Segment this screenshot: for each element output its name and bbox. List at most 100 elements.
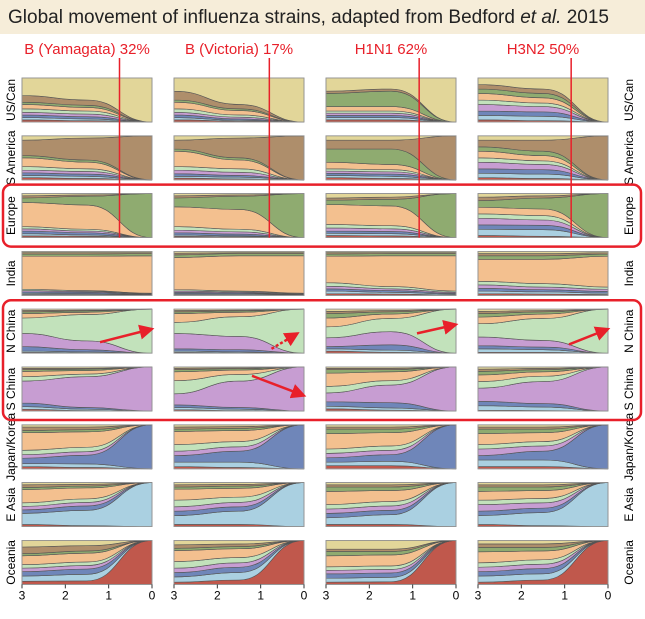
panel: [21, 135, 153, 181]
panel-border: [477, 193, 609, 239]
x-tick-label: 1: [561, 589, 568, 603]
panel: [477, 482, 609, 528]
row-label: Europe: [622, 196, 636, 235]
arrow: [251, 374, 307, 399]
panel: [325, 193, 457, 239]
x-tick-label: 2: [518, 589, 525, 603]
row-label: N China: [4, 309, 18, 353]
panel: [21, 424, 153, 470]
x-tick-label: 2: [366, 589, 373, 603]
panel-border: [173, 193, 305, 239]
panel-border: [325, 77, 457, 123]
panel-border: [173, 77, 305, 123]
column-title: H1N1 62%: [355, 41, 428, 58]
row-label: US/Can: [4, 79, 18, 121]
x-tick-label: 1: [105, 589, 112, 603]
title-text: 2015: [561, 7, 609, 28]
panel: [477, 366, 609, 412]
row-label: S America: [622, 130, 636, 185]
arrow: [99, 324, 155, 344]
panel-border: [173, 482, 305, 528]
panel: [173, 540, 305, 585]
panel-border: [325, 250, 457, 296]
panel: [325, 540, 457, 585]
panel-border: [21, 540, 153, 585]
panel: [173, 135, 305, 181]
row-label: E Asia: [622, 487, 636, 521]
panel: [325, 308, 457, 354]
x-tick-label: 2: [214, 589, 221, 603]
panel-border: [325, 540, 457, 585]
column-title: B (Victoria) 17%: [185, 41, 293, 58]
panel: [477, 424, 609, 470]
x-tick-label: 1: [257, 589, 264, 603]
row-label: Oceania: [4, 540, 18, 585]
x-tick-label: 0: [453, 589, 460, 603]
panel: [173, 424, 305, 470]
panel-border: [477, 250, 609, 296]
panel: [173, 250, 305, 296]
panel-border: [477, 482, 609, 528]
column-title: H3N2 50%: [507, 41, 580, 58]
panel: [325, 135, 457, 181]
panel: [21, 250, 153, 296]
panel-border: [173, 540, 305, 585]
panel-border: [173, 135, 305, 181]
panel-border: [477, 366, 609, 412]
figure-title: Global movement of influenza strains, ad…: [8, 7, 609, 28]
panel-border: [325, 193, 457, 239]
panel-border: [325, 424, 457, 470]
row-label: S China: [4, 367, 18, 410]
column-title: B (Yamagata) 32%: [24, 41, 150, 58]
row-label: S China: [622, 367, 636, 410]
panel-border: [477, 424, 609, 470]
panel: [21, 308, 153, 354]
row-label: Oceania: [622, 540, 636, 585]
title-emphasis: et al.: [520, 7, 561, 28]
panel: [173, 366, 305, 412]
panel: [21, 193, 153, 239]
panel-border: [173, 250, 305, 296]
row-label: India: [622, 260, 636, 286]
panel: [173, 193, 305, 239]
panel: [477, 308, 609, 354]
row-label: Japan/Korea: [622, 412, 636, 480]
panel-border: [21, 77, 153, 123]
stream-layer: [173, 255, 305, 294]
arrow: [270, 332, 300, 350]
panel: [21, 482, 153, 528]
panel-border: [477, 540, 609, 585]
title-text: Global movement of influenza strains, ad…: [8, 7, 520, 28]
panel: [477, 135, 609, 181]
x-tick-label: 3: [19, 589, 26, 603]
x-tick-label: 1: [409, 589, 416, 603]
arrow: [416, 320, 459, 335]
panel-border: [325, 366, 457, 412]
panel: [325, 250, 457, 296]
panel: [325, 366, 457, 412]
panel: [21, 366, 153, 412]
x-tick-label: 0: [605, 589, 612, 603]
highlight-box: [1, 183, 643, 248]
x-tick-label: 3: [171, 589, 178, 603]
panel: [325, 77, 457, 123]
panel: [477, 250, 609, 296]
arrow: [568, 326, 611, 346]
x-tick-label: 3: [475, 589, 482, 603]
panel: [173, 482, 305, 528]
panel: [477, 193, 609, 239]
panel-border: [173, 308, 305, 354]
title-band: [0, 0, 645, 34]
panel: [173, 77, 305, 123]
panel-border: [21, 135, 153, 181]
panel: [477, 540, 609, 585]
panel-border: [21, 366, 153, 412]
panel-border: [21, 424, 153, 470]
row-label: US/Can: [622, 79, 636, 121]
row-label: S America: [4, 130, 18, 185]
panel: [325, 482, 457, 528]
stream-layer: [21, 255, 153, 294]
row-label: India: [4, 260, 18, 286]
panel-border: [173, 424, 305, 470]
panel-border: [477, 135, 609, 181]
